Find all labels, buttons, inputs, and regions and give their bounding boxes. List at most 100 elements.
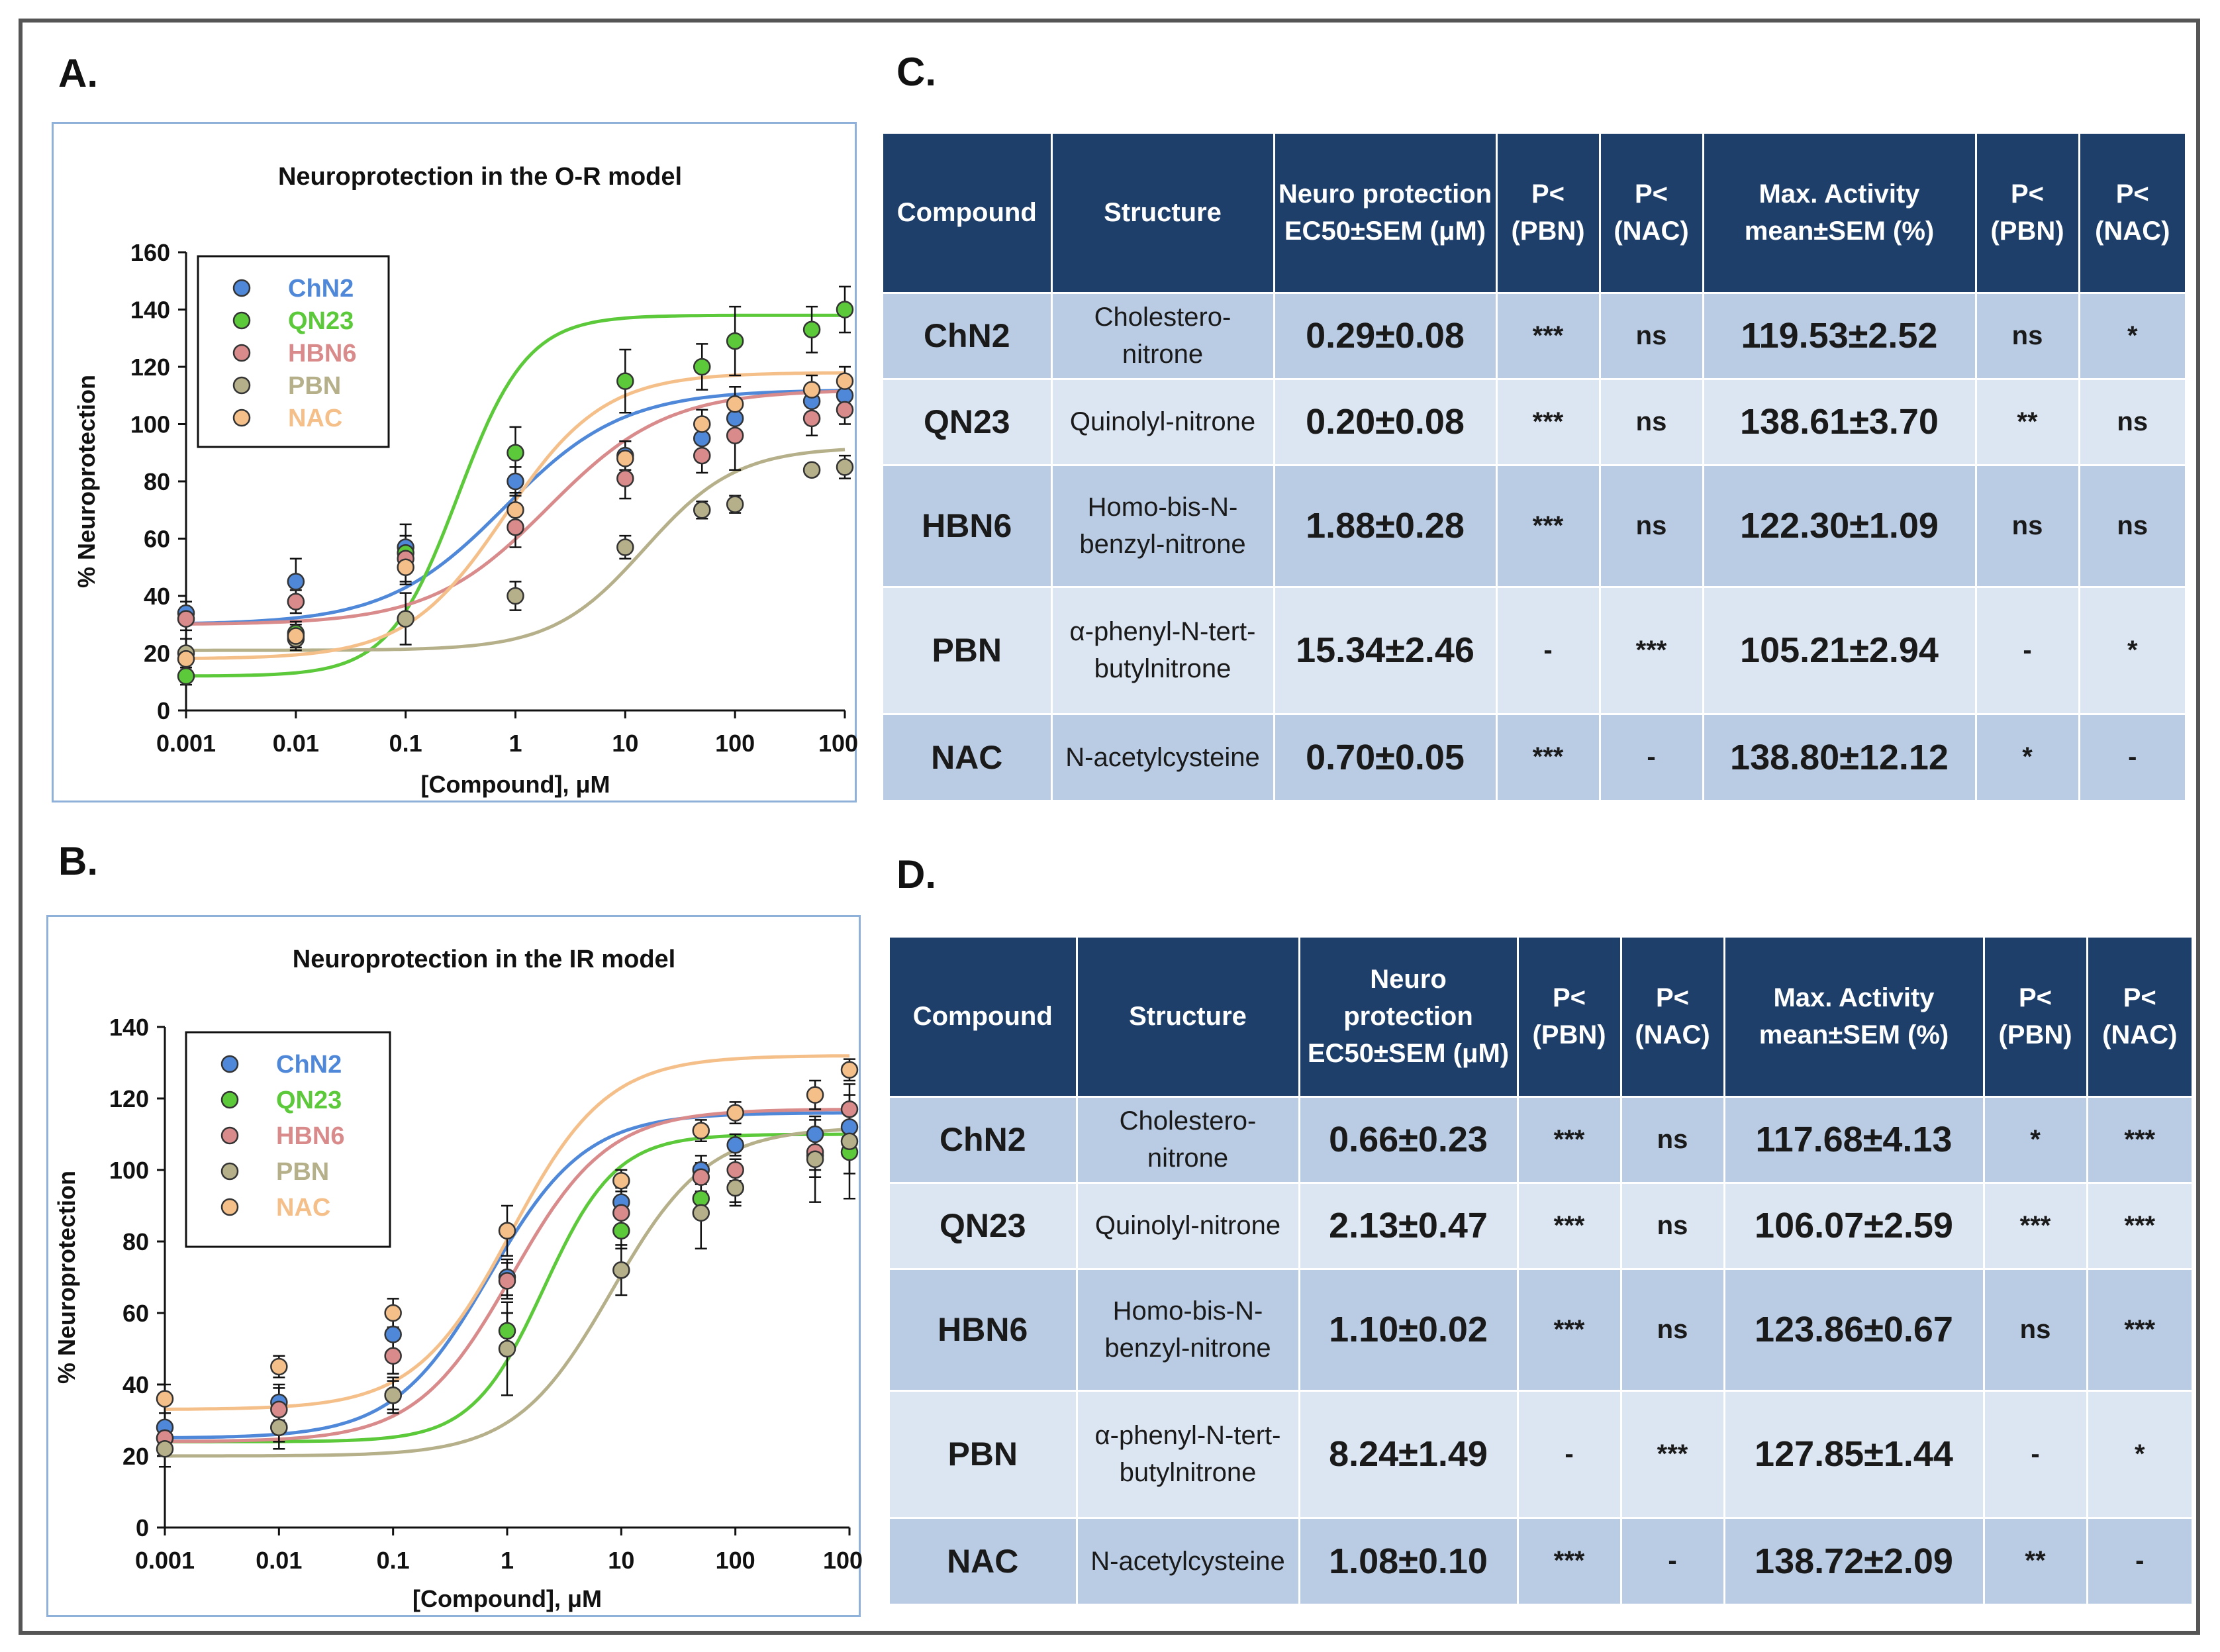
p-pbn-cell: *** xyxy=(1496,712,1601,800)
data-point-pbn xyxy=(840,1132,859,1151)
x-tick-label: 1000 xyxy=(818,730,859,757)
data-point-chn2 xyxy=(806,1125,824,1143)
data-point-pbn xyxy=(498,1339,516,1358)
y-tick-label: 80 xyxy=(122,1228,149,1255)
results-table-c: Compound Structure Neuro protection EC50… xyxy=(883,134,2185,800)
data-point-nac xyxy=(726,395,744,413)
compound-cell: HBN6 xyxy=(883,463,1053,587)
y-tick-label: 100 xyxy=(130,411,170,438)
ec50-cell: 15.34±2.46 xyxy=(1274,585,1498,714)
structure-cell: Quinolyl-nitrone xyxy=(1051,377,1275,465)
data-point-hbn6 xyxy=(726,426,744,445)
data-point-pbn xyxy=(693,501,711,519)
data-point-nac xyxy=(616,450,634,467)
legend-marker-chn2 xyxy=(232,279,251,297)
data-point-pbn xyxy=(726,495,744,513)
legend-marker-hbn6 xyxy=(220,1126,239,1145)
data-point-hbn6 xyxy=(177,610,195,628)
p-nac-cell: ns xyxy=(1621,1095,1725,1183)
compound-cell: ChN2 xyxy=(883,291,1053,379)
legend-marker-nac xyxy=(220,1198,239,1216)
p-pbn-max-cell: * xyxy=(1984,1095,2088,1183)
y-tick-label: 40 xyxy=(122,1371,149,1398)
data-point-pbn xyxy=(692,1204,710,1222)
data-point-qn23 xyxy=(612,1222,630,1240)
data-point-qn23 xyxy=(726,332,744,350)
header-structure: Structure xyxy=(1051,134,1275,293)
legend-marker-qn23 xyxy=(232,311,251,330)
max-activity-cell: 106.07±2.59 xyxy=(1724,1181,1985,1269)
data-point-chn2 xyxy=(726,1136,744,1154)
panel-label-c: C. xyxy=(896,50,936,94)
x-tick-label: 0.001 xyxy=(156,730,216,757)
data-point-nac xyxy=(692,1122,710,1140)
p-nac-cell: - xyxy=(1621,1516,1725,1604)
data-point-nac xyxy=(287,627,305,645)
header-compound: Compound xyxy=(883,134,1053,293)
table-row: QN23 Quinolyl-nitrone 2.13±0.47 *** ns 106.07… xyxy=(890,1181,2192,1269)
table-row: ChN2 Cholestero-nitrone 0.29±0.08 *** ns 119.… xyxy=(883,291,2185,379)
legend-label-pbn: PBN xyxy=(276,1158,329,1186)
data-point-nac xyxy=(806,1086,824,1104)
data-point-pbn xyxy=(397,610,414,628)
legend-marker-hbn6 xyxy=(232,344,251,362)
legend-label-nac: NAC xyxy=(276,1194,330,1222)
max-activity-cell: 138.72±2.09 xyxy=(1724,1516,1985,1604)
structure-cell: α-phenyl-N-tert-butylnitrone xyxy=(1077,1389,1300,1518)
y-tick-label: 100 xyxy=(109,1157,149,1184)
y-axis-label: % Neuroprotection xyxy=(53,1171,80,1384)
x-tick-label: 0.1 xyxy=(389,730,422,757)
p-nac-cell: ns xyxy=(1600,291,1704,379)
p-pbn-cell: *** xyxy=(1518,1095,1622,1183)
table-row: NAC N-acetylcysteine 0.70±0.05 *** -138.80±1… xyxy=(883,712,2185,800)
compound-cell: PBN xyxy=(883,585,1053,714)
data-point-nac xyxy=(507,501,524,519)
data-point-qn23 xyxy=(616,372,634,390)
data-point-hbn6 xyxy=(693,446,711,465)
figure-frame: A. C. B. D. Neuroprotection in the O-R m… xyxy=(19,19,2200,1635)
data-point-qn23 xyxy=(836,301,854,318)
panel-label-d: D. xyxy=(896,852,936,897)
p-nac-cell: *** xyxy=(1621,1389,1725,1518)
x-tick-label: 100 xyxy=(715,730,755,757)
y-tick-label: 120 xyxy=(109,1085,149,1112)
data-point-nac xyxy=(498,1222,516,1240)
legend-label-chn2: ChN2 xyxy=(276,1051,342,1079)
chart-panel-b: Neuroprotection in the IR model 0 20 40 60 80… xyxy=(46,915,863,1617)
x-tick-label: 1 xyxy=(508,730,522,757)
legend-label-qn23: QN23 xyxy=(288,307,354,335)
data-point-nac xyxy=(836,372,854,390)
data-point-nac xyxy=(177,650,195,668)
data-point-hbn6 xyxy=(616,469,634,487)
data-point-hbn6 xyxy=(726,1161,744,1179)
ec50-cell: 0.70±0.05 xyxy=(1274,712,1498,800)
y-tick-label: 160 xyxy=(130,239,170,266)
x-tick-label: 0.001 xyxy=(135,1547,195,1574)
data-point-pbn xyxy=(270,1418,288,1437)
data-point-qn23 xyxy=(802,320,821,339)
max-activity-cell: 117.68±4.13 xyxy=(1724,1095,1985,1183)
structure-cell: N-acetylcysteine xyxy=(1051,712,1275,800)
header-structure: Structure xyxy=(1077,938,1300,1096)
data-point-chn2 xyxy=(287,573,305,591)
x-axis-label: [Compound], μM xyxy=(412,1585,602,1612)
p-pbn-max-cell: ns xyxy=(1976,291,2080,379)
max-activity-cell: 138.61±3.70 xyxy=(1703,377,1977,465)
header-p-pbn: P< (PBN) xyxy=(1518,938,1622,1096)
header-p-pbn-max: P< (PBN) xyxy=(1976,134,2080,293)
header-p-pbn-max: P< (PBN) xyxy=(1984,938,2088,1096)
p-nac-cell: ns xyxy=(1600,463,1704,587)
y-tick-label: 140 xyxy=(130,297,170,324)
max-activity-cell: 127.85±1.44 xyxy=(1724,1389,1985,1518)
y-axis-label: % Neuroprotection xyxy=(73,375,100,588)
p-pbn-max-cell: ns xyxy=(1976,463,2080,587)
p-nac-cell: ns xyxy=(1621,1267,1725,1390)
legend-marker-pbn xyxy=(220,1162,239,1181)
p-nac-max-cell: * xyxy=(2087,1389,2192,1518)
ec50-cell: 2.13±0.47 xyxy=(1299,1181,1519,1269)
structure-cell: Quinolyl-nitrone xyxy=(1077,1181,1300,1269)
data-point-pbn xyxy=(384,1386,402,1404)
p-pbn-cell: *** xyxy=(1518,1181,1622,1269)
compound-cell: QN23 xyxy=(890,1181,1078,1269)
chart-title: Neuroprotection in the O-R model xyxy=(278,163,682,191)
